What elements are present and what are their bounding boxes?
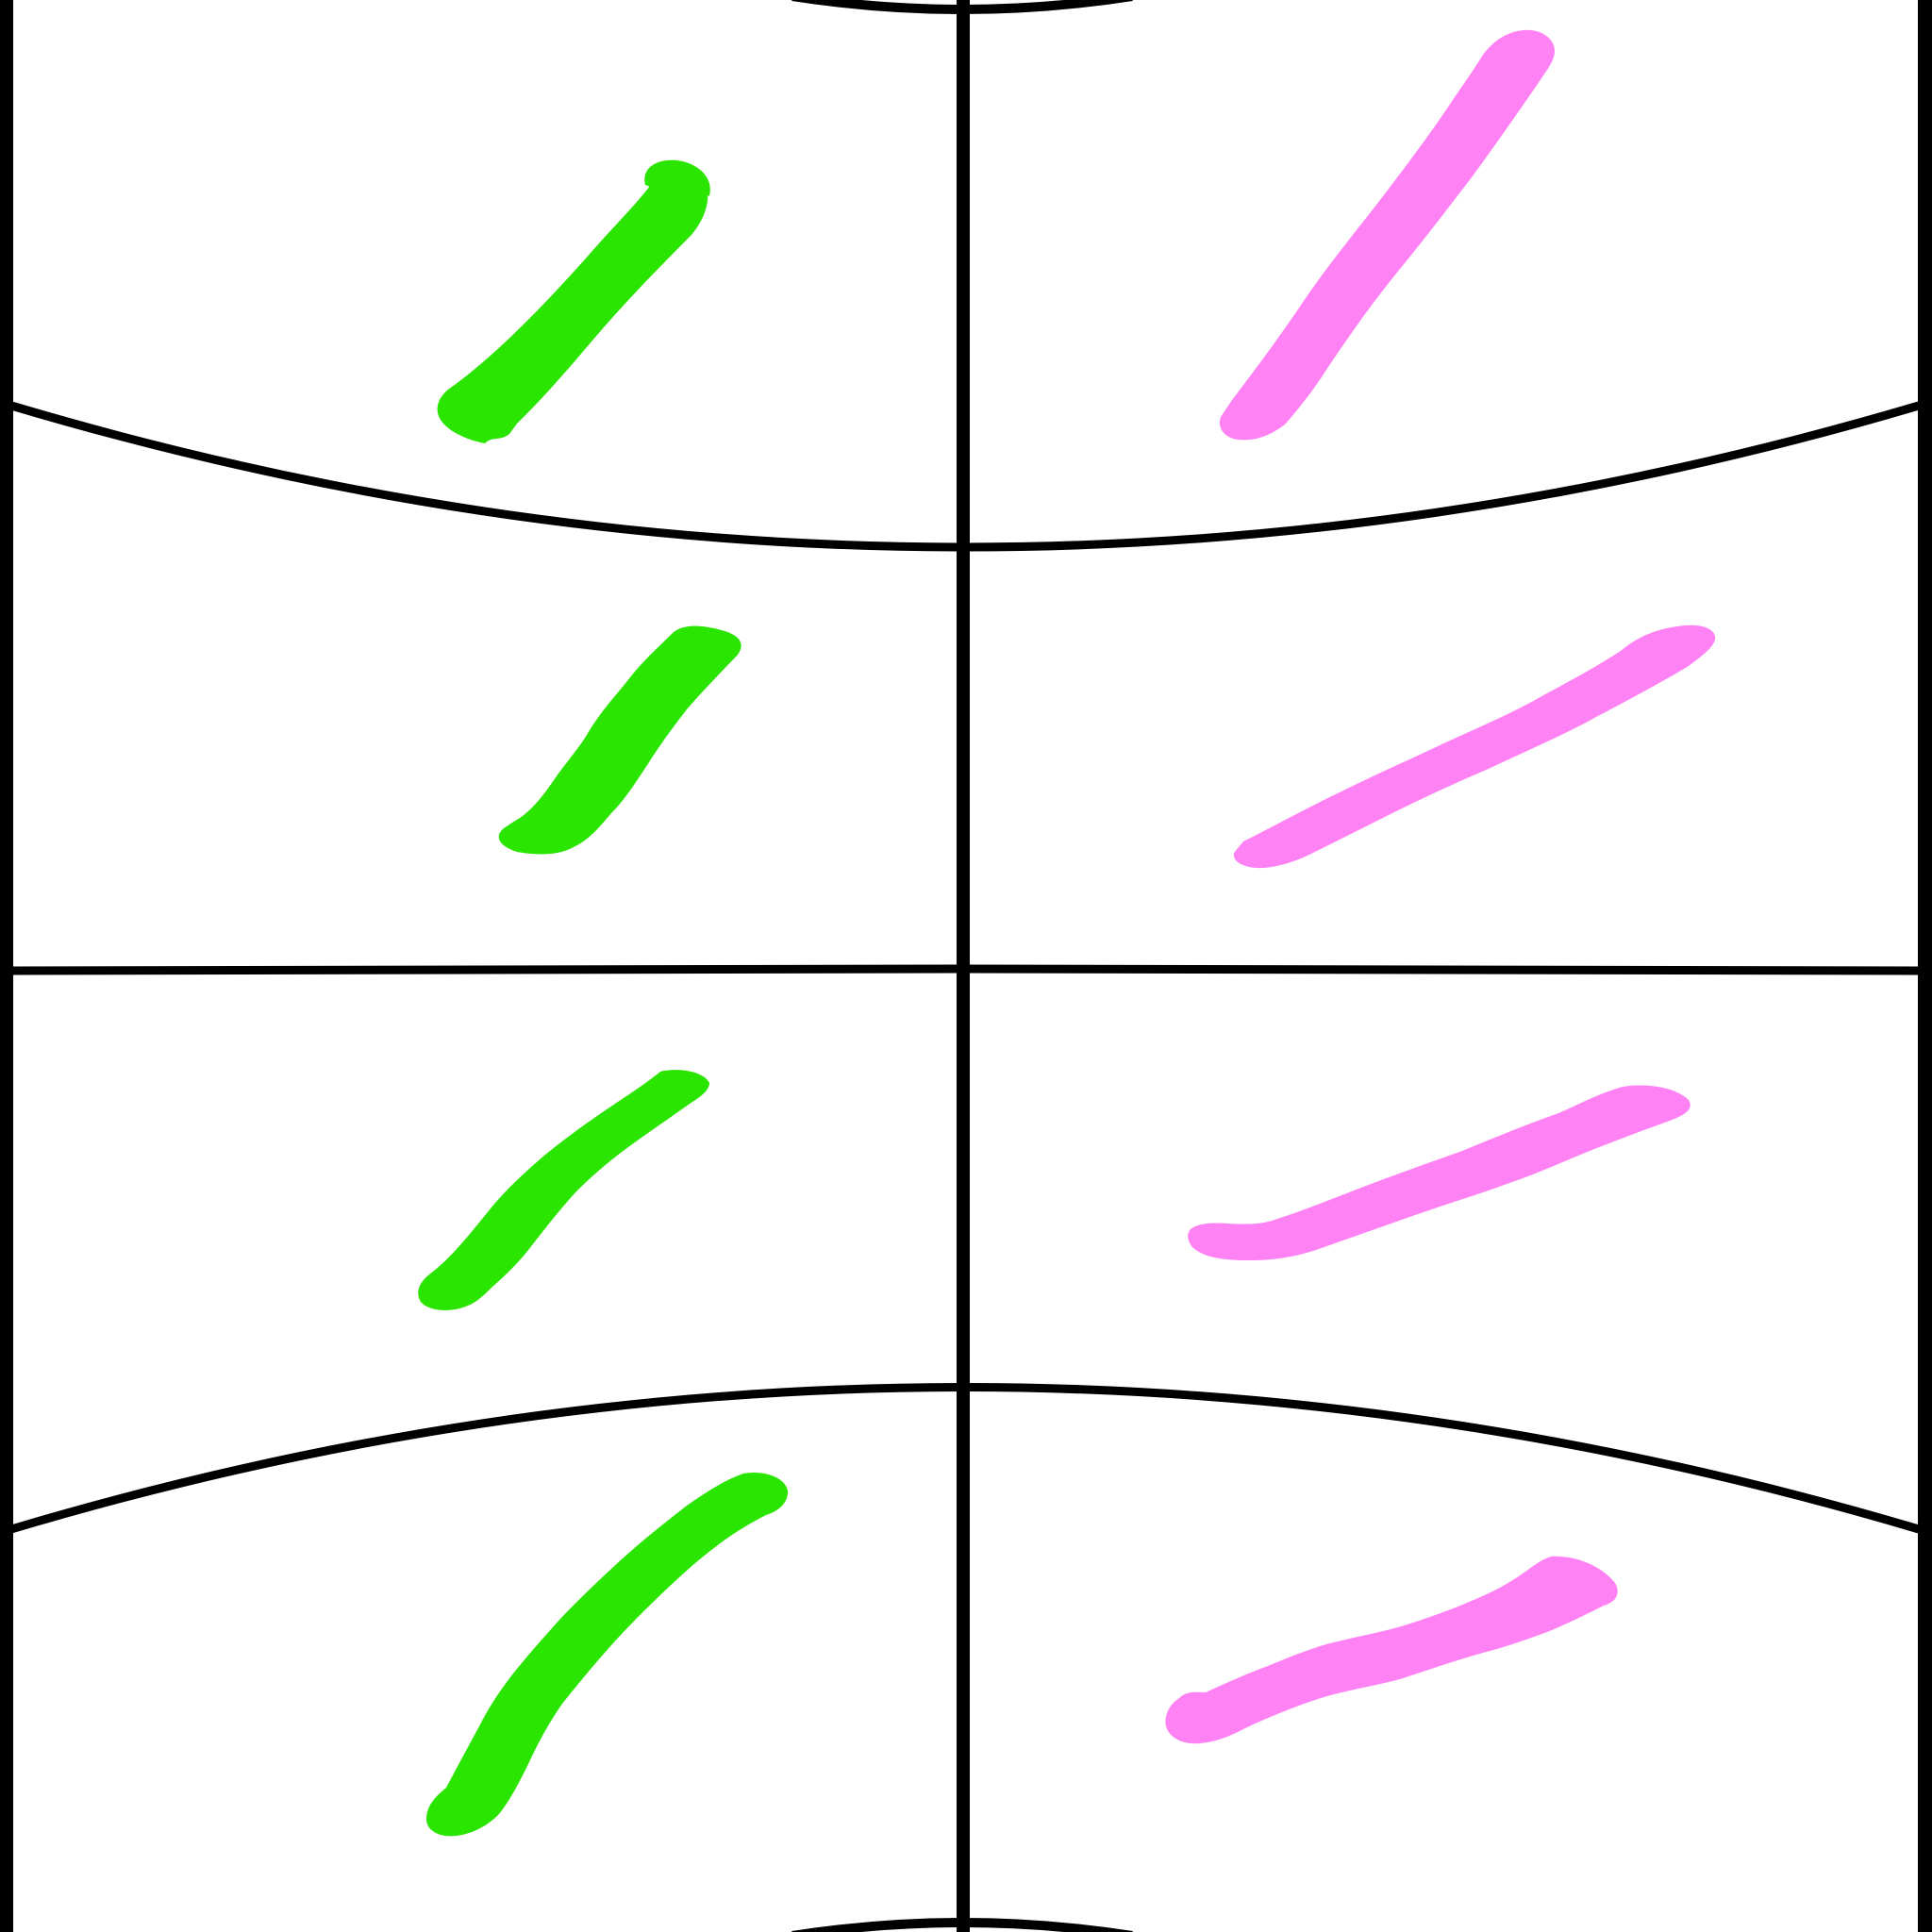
pink-stroke-row-1-tail xyxy=(1220,402,1257,440)
green-stroke-row-1 xyxy=(437,163,708,443)
bottom-arc-line xyxy=(791,1918,1133,1932)
green-strokes xyxy=(418,159,789,1837)
green-stroke-row-3 xyxy=(418,1070,709,1310)
pink-stroke-row-4 xyxy=(1165,1556,1618,1744)
green-stroke-row-4 xyxy=(426,1472,789,1837)
pink-stroke-row-2 xyxy=(1233,625,1716,869)
pink-stroke-row-3 xyxy=(1188,1085,1690,1260)
lower-curved-line xyxy=(9,1383,1921,1534)
upper-curved-line xyxy=(9,401,1921,552)
top-arc-line xyxy=(791,0,1133,14)
pink-stroke-row-1 xyxy=(1219,29,1555,441)
pink-strokes xyxy=(1165,29,1716,1744)
green-stroke-row-2 xyxy=(498,625,741,855)
middle-horizontal-line xyxy=(10,964,1920,975)
green-stroke-row-1-tip xyxy=(644,159,710,196)
